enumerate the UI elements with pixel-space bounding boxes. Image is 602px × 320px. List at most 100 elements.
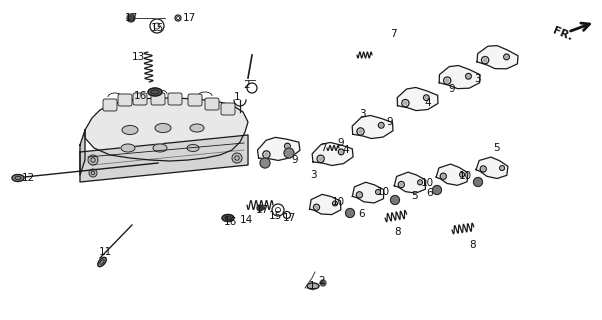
Polygon shape bbox=[436, 164, 468, 185]
Ellipse shape bbox=[122, 125, 138, 134]
Ellipse shape bbox=[187, 145, 199, 151]
FancyBboxPatch shape bbox=[188, 94, 202, 106]
Text: 7: 7 bbox=[389, 29, 396, 39]
FancyBboxPatch shape bbox=[103, 99, 117, 111]
Text: 17: 17 bbox=[282, 213, 296, 223]
Text: 3: 3 bbox=[474, 74, 480, 84]
Circle shape bbox=[88, 155, 98, 165]
Circle shape bbox=[359, 130, 362, 133]
Text: 1: 1 bbox=[309, 281, 315, 291]
Circle shape bbox=[232, 153, 242, 163]
Text: 3: 3 bbox=[309, 170, 316, 180]
Text: FR.: FR. bbox=[551, 26, 574, 43]
Text: 7: 7 bbox=[320, 143, 326, 153]
Circle shape bbox=[272, 204, 284, 216]
Circle shape bbox=[334, 202, 336, 204]
Circle shape bbox=[461, 174, 463, 176]
Text: 9: 9 bbox=[448, 84, 455, 94]
Circle shape bbox=[286, 145, 289, 148]
FancyBboxPatch shape bbox=[221, 103, 235, 115]
Circle shape bbox=[340, 151, 343, 153]
Circle shape bbox=[419, 181, 421, 183]
Text: 9: 9 bbox=[386, 117, 393, 127]
Circle shape bbox=[474, 178, 482, 187]
Circle shape bbox=[265, 153, 268, 156]
FancyBboxPatch shape bbox=[168, 93, 182, 105]
Text: 14: 14 bbox=[240, 215, 253, 225]
Text: 10: 10 bbox=[420, 178, 433, 188]
Text: 10: 10 bbox=[332, 197, 344, 207]
Text: 9: 9 bbox=[338, 138, 344, 148]
Ellipse shape bbox=[222, 214, 234, 221]
Circle shape bbox=[432, 186, 441, 195]
Circle shape bbox=[284, 212, 291, 219]
Text: 16: 16 bbox=[223, 217, 237, 227]
Text: 12: 12 bbox=[22, 173, 35, 183]
Ellipse shape bbox=[121, 144, 135, 152]
Circle shape bbox=[445, 79, 449, 82]
Circle shape bbox=[483, 59, 487, 62]
FancyBboxPatch shape bbox=[133, 93, 147, 105]
Polygon shape bbox=[312, 142, 353, 165]
Ellipse shape bbox=[307, 283, 319, 289]
Text: 16: 16 bbox=[134, 91, 147, 101]
Circle shape bbox=[315, 206, 318, 209]
Ellipse shape bbox=[153, 144, 167, 152]
Ellipse shape bbox=[98, 257, 106, 267]
Polygon shape bbox=[85, 98, 248, 161]
Text: 5: 5 bbox=[494, 143, 500, 153]
Text: 2: 2 bbox=[244, 80, 250, 90]
FancyBboxPatch shape bbox=[205, 98, 219, 110]
Circle shape bbox=[467, 75, 470, 77]
Circle shape bbox=[400, 183, 403, 186]
Polygon shape bbox=[394, 172, 426, 193]
Polygon shape bbox=[477, 45, 518, 69]
Circle shape bbox=[319, 157, 322, 160]
Text: 9: 9 bbox=[292, 155, 299, 165]
Circle shape bbox=[150, 19, 164, 33]
Text: 5: 5 bbox=[412, 191, 418, 201]
Ellipse shape bbox=[155, 124, 171, 132]
Circle shape bbox=[501, 167, 503, 169]
Polygon shape bbox=[352, 182, 383, 203]
Circle shape bbox=[127, 14, 135, 22]
Circle shape bbox=[320, 280, 326, 286]
Circle shape bbox=[257, 205, 263, 211]
Text: 6: 6 bbox=[427, 188, 433, 198]
Polygon shape bbox=[80, 135, 248, 182]
Text: 1: 1 bbox=[234, 92, 240, 102]
Text: 15: 15 bbox=[150, 23, 164, 33]
Circle shape bbox=[404, 101, 407, 105]
Text: 17: 17 bbox=[182, 13, 196, 23]
FancyBboxPatch shape bbox=[118, 94, 132, 106]
Circle shape bbox=[175, 15, 181, 21]
Circle shape bbox=[482, 168, 485, 170]
Polygon shape bbox=[309, 194, 341, 215]
Ellipse shape bbox=[190, 124, 204, 132]
Text: 6: 6 bbox=[359, 209, 365, 219]
Polygon shape bbox=[352, 116, 393, 139]
Circle shape bbox=[391, 196, 400, 204]
Circle shape bbox=[380, 124, 382, 127]
Circle shape bbox=[442, 175, 445, 178]
Polygon shape bbox=[476, 157, 508, 179]
Circle shape bbox=[247, 83, 257, 93]
Circle shape bbox=[89, 169, 97, 177]
Ellipse shape bbox=[148, 88, 162, 96]
Circle shape bbox=[260, 158, 270, 168]
Text: 8: 8 bbox=[395, 227, 402, 237]
Text: 17: 17 bbox=[125, 13, 138, 23]
Circle shape bbox=[377, 191, 379, 193]
Text: 3: 3 bbox=[359, 109, 365, 119]
Circle shape bbox=[425, 96, 427, 99]
Polygon shape bbox=[80, 130, 85, 175]
Text: 8: 8 bbox=[470, 240, 476, 250]
Polygon shape bbox=[258, 137, 300, 160]
Text: 4: 4 bbox=[424, 98, 431, 108]
Text: 2: 2 bbox=[318, 276, 325, 286]
Text: 17: 17 bbox=[255, 205, 268, 215]
Ellipse shape bbox=[12, 174, 24, 181]
Polygon shape bbox=[439, 66, 480, 89]
Text: 15: 15 bbox=[268, 211, 282, 221]
Circle shape bbox=[505, 56, 508, 58]
